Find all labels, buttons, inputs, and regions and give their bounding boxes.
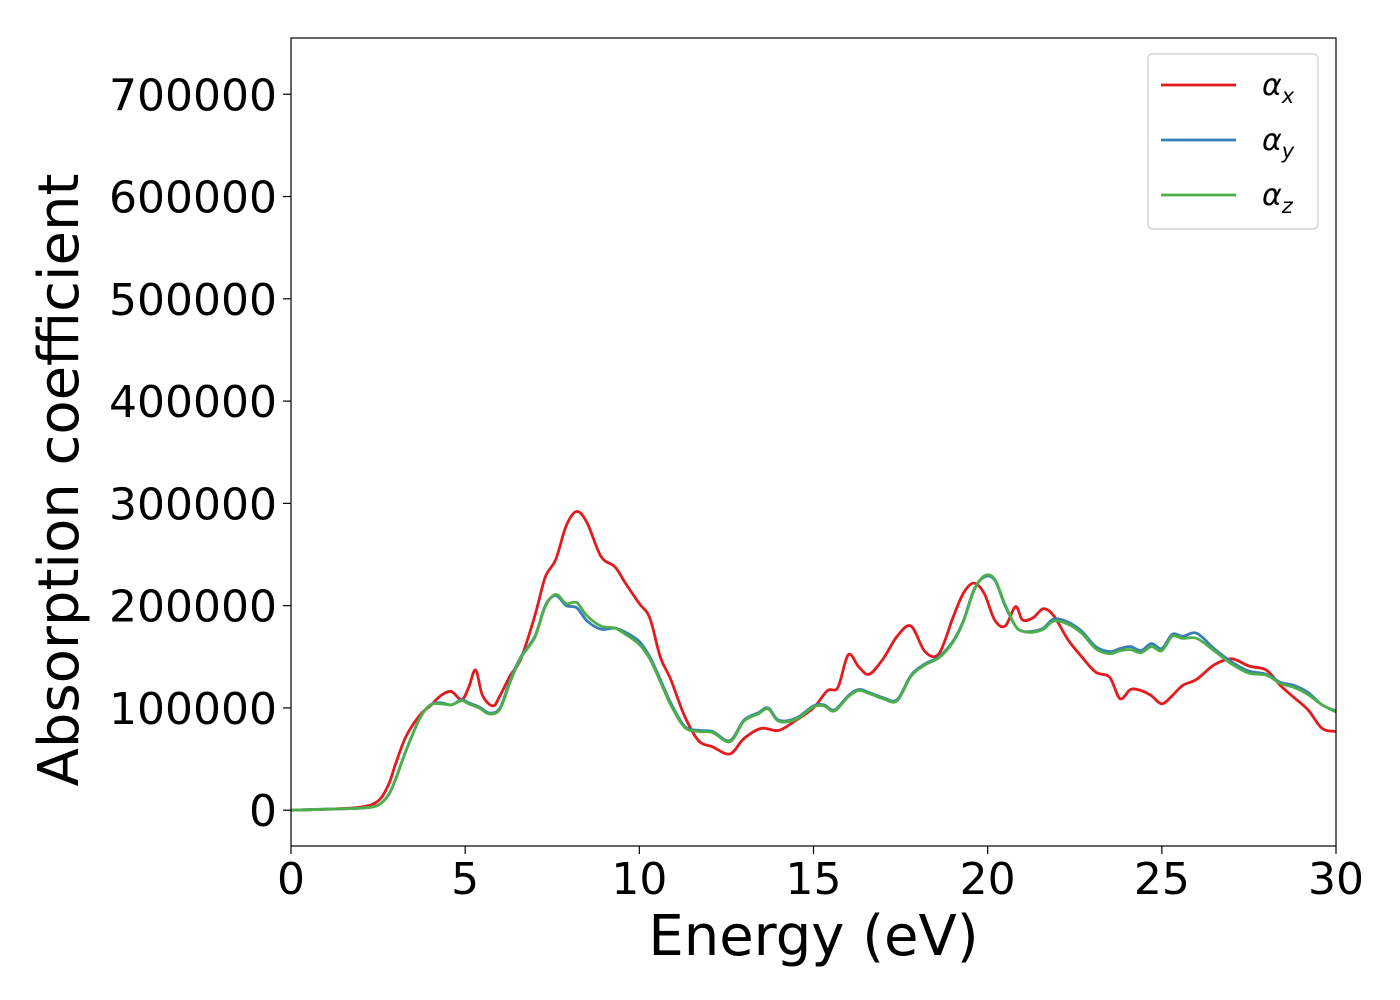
- series-layer: [291, 510, 1336, 812]
- x-tick-label: 25: [1134, 854, 1190, 905]
- legend-box: [1147, 53, 1319, 230]
- y-axis-title: Absorption coefficient: [27, 174, 92, 787]
- y-tick-label: 700000: [109, 70, 277, 121]
- y-tick-label: 200000: [109, 582, 277, 633]
- y-tick-label: 300000: [109, 479, 277, 530]
- x-axis-title: Energy (eV): [648, 904, 978, 969]
- series-line-z: [291, 573, 1336, 812]
- y-tick-label: 0: [249, 786, 277, 837]
- y-tick-label: 100000: [109, 684, 277, 735]
- x-tick-label: 5: [451, 854, 479, 905]
- x-tick-label: 30: [1308, 854, 1364, 905]
- x-tick-label: 20: [960, 854, 1016, 905]
- y-tick-label: 500000: [109, 275, 277, 326]
- x-tick-label: 0: [277, 854, 305, 905]
- x-tick-label: 10: [611, 854, 667, 905]
- y-tick-label: 600000: [109, 173, 277, 224]
- series-line-x: [291, 510, 1336, 812]
- x-tick-label: 15: [786, 854, 842, 905]
- y-axis: 0 100000 200000 300000 400000 500000 600000 700…: [109, 70, 291, 837]
- y-tick-label: 400000: [109, 377, 277, 428]
- x-axis: 0 5 10 15 20 25 30: [277, 846, 1364, 905]
- legend-label-z: αz: [1262, 178, 1294, 218]
